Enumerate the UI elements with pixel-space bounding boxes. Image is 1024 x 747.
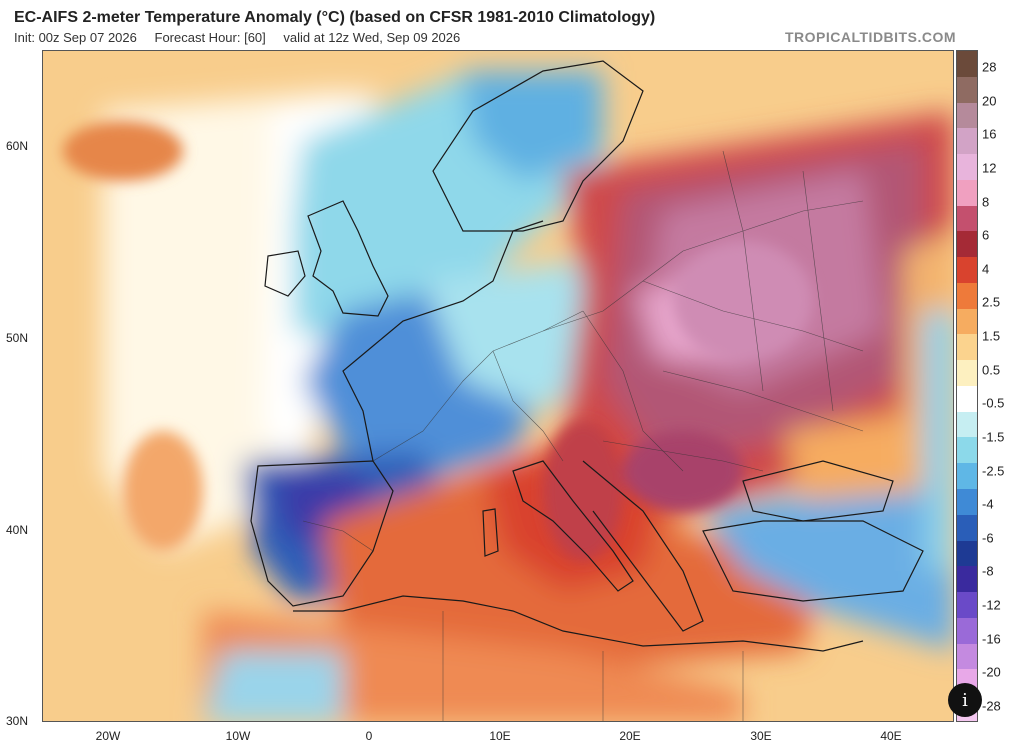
lon-label-30e: 30E xyxy=(750,729,772,743)
colorbar-swatch xyxy=(957,540,977,567)
info-button[interactable]: i xyxy=(948,683,982,717)
colorbar-swatch xyxy=(957,102,977,129)
colorbar-swatch xyxy=(957,205,977,232)
colorbar-swatch xyxy=(957,489,977,515)
colorbar-label: 6 xyxy=(982,227,990,243)
colorbar-label: 4 xyxy=(982,261,990,277)
colorbar-swatch xyxy=(957,385,977,412)
country-borders xyxy=(302,150,864,721)
coastlines xyxy=(250,60,924,652)
colorbar-label: -4 xyxy=(982,496,994,512)
colorbar-swatch xyxy=(957,566,977,593)
colorbar-label: 8 xyxy=(982,194,990,210)
colorbar-label: -2.5 xyxy=(982,463,1005,479)
lat-label-60n: 60N xyxy=(6,139,29,153)
colorbar-label: 20 xyxy=(982,93,997,109)
lat-label-30n: 30N xyxy=(6,714,29,728)
colorbar-swatch xyxy=(957,514,977,541)
colorbar-swatch xyxy=(957,360,977,386)
lat-label-40n: 40N xyxy=(6,523,29,537)
colorbar-swatch xyxy=(957,592,977,618)
black-sea-outline xyxy=(742,460,894,522)
colorbar-swatch xyxy=(957,51,977,77)
colorbar-label: 16 xyxy=(982,126,997,142)
colorbar-label: 1.5 xyxy=(982,328,1001,344)
colorbar-swatch xyxy=(957,411,977,438)
europe-west-coast xyxy=(342,220,544,462)
colorbar-label: -12 xyxy=(982,597,1001,613)
colorbar-label: 2.5 xyxy=(982,294,1001,310)
map-title: EC-AIFS 2-meter Temperature Anomaly (°C)… xyxy=(14,9,656,26)
colorbar-label: 0.5 xyxy=(982,362,1001,378)
colorbar-swatch xyxy=(957,463,977,490)
north-africa-coast xyxy=(293,595,864,652)
colorbar-swatch xyxy=(957,437,977,464)
colorbar-label: -8 xyxy=(982,563,994,579)
colorbar-swatch xyxy=(957,643,977,670)
colorbar-label: 28 xyxy=(982,59,997,75)
lon-label-20w: 20W xyxy=(95,729,121,743)
brand-watermark[interactable]: TROPICALTIDBITS.COM xyxy=(784,29,956,45)
great-britain-outline xyxy=(307,200,389,317)
colorbar-swatch xyxy=(957,76,977,103)
forecast-hour: Forecast Hour: [60] xyxy=(154,30,266,45)
map-subtitle: Init: 00z Sep 07 2026 Forecast Hour: [60… xyxy=(14,30,474,45)
init-time: Init: 00z Sep 07 2026 xyxy=(14,30,137,45)
temperature-anomaly-map xyxy=(42,50,954,722)
lon-label-0: 0 xyxy=(365,729,373,743)
italy-outline xyxy=(512,460,634,592)
ireland-outline xyxy=(264,250,306,297)
colorbar-swatch xyxy=(957,154,977,180)
colorbar-label: 12 xyxy=(982,160,997,176)
lon-label-20e: 20E xyxy=(619,729,641,743)
colorbar-label: -1.5 xyxy=(982,429,1005,445)
scandinavia-outline xyxy=(432,60,644,232)
lon-label-10w: 10W xyxy=(225,729,251,743)
colorbar-swatch xyxy=(957,617,977,644)
colorbar-label: -0.5 xyxy=(982,395,1005,411)
lat-label-50n: 50N xyxy=(6,331,29,345)
colorbar-label: -6 xyxy=(982,530,994,546)
colorbar xyxy=(956,50,978,722)
colorbar-swatch xyxy=(957,179,977,206)
turkey-outline xyxy=(702,520,924,602)
lon-label-40e: 40E xyxy=(880,729,902,743)
iberia-outline xyxy=(250,460,394,607)
lon-label-10e: 10E xyxy=(489,729,511,743)
colorbar-swatch xyxy=(957,334,977,361)
colorbar-label: -28 xyxy=(982,698,1001,714)
colorbar-swatch xyxy=(957,257,977,283)
map-svg xyxy=(43,51,953,721)
colorbar-swatch xyxy=(957,128,977,155)
colorbar-swatch xyxy=(957,282,977,309)
balkans-outline xyxy=(582,460,704,632)
colorbar-label: -16 xyxy=(982,631,1001,647)
colorbar-label: -20 xyxy=(982,664,1001,680)
colorbar-swatch xyxy=(957,231,977,258)
valid-time: valid at 12z Wed, Sep 09 2026 xyxy=(283,30,461,45)
colorbar-swatch xyxy=(957,308,977,335)
sardinia-outline xyxy=(482,508,499,557)
